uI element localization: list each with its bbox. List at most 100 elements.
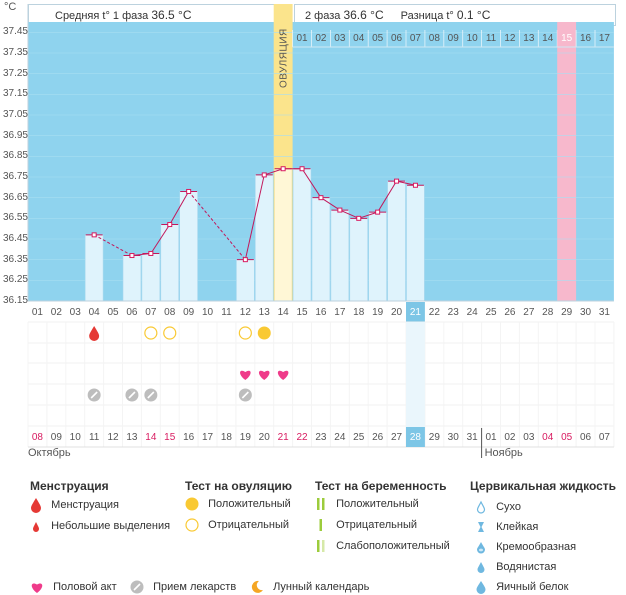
- pill-stripe: [128, 391, 136, 399]
- today-date-cell: [406, 427, 425, 447]
- temperature-point: [375, 209, 381, 215]
- hourglass-icon: [478, 522, 484, 533]
- drop-outline-icon: [476, 500, 486, 514]
- cycle-day-label: 11: [221, 307, 232, 318]
- legend-lunar[interactable]: Лунный календарь: [250, 580, 369, 594]
- temperature-line-segment: [93, 234, 133, 256]
- cycle-day-label: 03: [69, 307, 81, 318]
- legend-medication: Прием лекарств: [130, 580, 236, 594]
- calendar-date-label: 10: [69, 432, 81, 443]
- legend-medication-label: Прием лекарств: [153, 581, 237, 593]
- intercourse-heart-icon: [277, 370, 289, 380]
- cycle-day-label: 12: [239, 307, 251, 318]
- temperature-point: [299, 166, 305, 172]
- month-label-october: Октябрь: [28, 447, 71, 459]
- weak-line-icon: [317, 540, 325, 553]
- temperature-point: [356, 215, 362, 221]
- cycle-day-label: 28: [542, 307, 554, 318]
- cycle-day-label: 16: [315, 307, 327, 318]
- calendar-date-label: 19: [239, 432, 251, 443]
- temperature-point: [318, 195, 324, 201]
- ovulation-test-negative-icon: [163, 326, 177, 340]
- legend-intercourse: Половой акт: [30, 580, 117, 594]
- top-day-label: 14: [542, 33, 554, 44]
- temperature-point: [129, 253, 135, 259]
- circle-filled-icon: [185, 497, 199, 511]
- cycle-day-label: 31: [598, 307, 610, 318]
- calendar-date-label: 04: [542, 432, 554, 443]
- legend-cervical-watery-label: Водянистая: [496, 561, 557, 573]
- temperature-bar: [311, 197, 331, 302]
- temperature-point: [167, 222, 173, 228]
- temperature-point: [337, 207, 343, 213]
- temperature-line-segment: [150, 224, 171, 254]
- legend-ovulation-negative-label: Отрицательный: [208, 519, 290, 531]
- top-day-label: 07: [409, 33, 421, 44]
- temperature-plot: ОВУЛЯЦИЯ: [27, 4, 615, 458]
- temperature-point: [186, 188, 192, 194]
- temperature-bar: [179, 191, 198, 302]
- top-day-label: 03: [334, 33, 346, 44]
- temperature-point: [412, 182, 418, 188]
- expected-period-column: [557, 22, 577, 301]
- legend-ovulation-positive-label: Положительный: [208, 498, 291, 510]
- calendar-date-label: 11: [88, 432, 100, 443]
- cycle-day-label: 25: [485, 307, 497, 318]
- top-day-label: 04: [353, 33, 365, 44]
- legend-cervical-watery: Водянистая: [475, 560, 556, 574]
- temperature-line-segment: [396, 180, 416, 186]
- blood-drop-icon: [31, 498, 41, 513]
- temperature-line-segment: [358, 211, 378, 219]
- calendar-date-label: 02: [504, 432, 516, 443]
- top-day-label: 10: [466, 33, 478, 44]
- heart-icon: [31, 583, 43, 593]
- calendar-date-label: 16: [183, 432, 195, 443]
- temperature-bar: [84, 234, 104, 302]
- cycle-day-label: 09: [183, 307, 195, 318]
- phase2-value: 36.6 °C: [343, 8, 384, 22]
- calendar-date-label: 03: [523, 432, 535, 443]
- top-day-label: 08: [428, 33, 440, 44]
- legend-cervical-creamy-label: Кремообразная: [496, 541, 577, 553]
- cycle-day-label: 30: [579, 307, 592, 318]
- circle-outline-icon: [185, 518, 199, 532]
- ovulation-test-negative-icon: [144, 326, 158, 340]
- calendar-date-label: 12: [107, 432, 119, 443]
- calendar-date-label: 05: [561, 432, 573, 443]
- top-day-label: 13: [523, 33, 535, 44]
- temperature-bar: [160, 224, 180, 302]
- cycle-day-label: 22: [428, 307, 440, 318]
- top-day-label: 09: [447, 33, 459, 44]
- calendar-date-label: 13: [126, 432, 138, 443]
- temperature-point: [242, 257, 248, 263]
- y-tick-label: 36.95: [2, 129, 28, 141]
- temperature-line-segment: [377, 180, 397, 213]
- legend-cervical-eggwhite: Яичный белок: [475, 580, 568, 595]
- top-day-label: 05: [372, 33, 384, 44]
- y-tick-label: 36.25: [2, 274, 28, 286]
- calendar-date-label: 15: [164, 432, 176, 443]
- y-tick-label: 37.45: [2, 26, 28, 38]
- temperature-point: [280, 166, 286, 172]
- y-tick-label: 36.75: [2, 171, 28, 182]
- diff-value: 0.1 °C: [456, 8, 491, 22]
- legend-pregnancy-weak: Слабоположительный: [315, 539, 450, 553]
- temperature-line-segment: [244, 174, 265, 260]
- temperature-point: [261, 172, 267, 178]
- cycle-day-label: 10: [201, 307, 214, 318]
- cycle-day-label: 07: [145, 307, 157, 318]
- month-label-november: Ноябрь: [484, 447, 523, 459]
- top-day-label: 11: [485, 33, 497, 44]
- y-tick-label: 37.35: [2, 47, 28, 58]
- pill-stripe: [147, 391, 155, 399]
- legend-lunar-label: Лунный календарь: [273, 581, 370, 593]
- phase1-value: 36.5 °C: [151, 8, 192, 22]
- y-tick-label: 36.85: [2, 150, 28, 162]
- temperature-line-segment: [301, 168, 322, 198]
- cycle-day-label: 06: [126, 307, 138, 318]
- top-day-label: 15: [561, 33, 573, 44]
- y-tick-label: 36.15: [2, 295, 28, 306]
- current-day-column: [406, 322, 425, 447]
- calendar-date-label: 28: [409, 432, 421, 443]
- calendar-date-label: 30: [447, 432, 459, 443]
